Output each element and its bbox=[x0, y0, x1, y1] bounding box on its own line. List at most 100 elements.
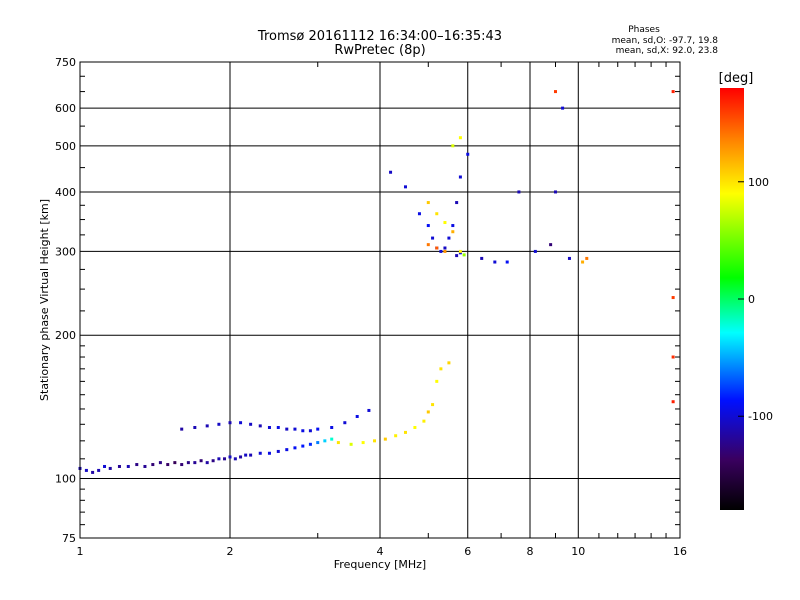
echo-point bbox=[199, 459, 203, 463]
echo-point bbox=[443, 221, 447, 225]
x-tick-label: 16 bbox=[673, 545, 687, 558]
echo-point bbox=[567, 256, 571, 260]
y-tick-label: 600 bbox=[55, 102, 76, 115]
echo-point bbox=[451, 144, 455, 148]
echo-point bbox=[143, 464, 147, 468]
echo-point bbox=[108, 466, 112, 470]
echo-point bbox=[435, 379, 439, 383]
data-points bbox=[78, 90, 675, 474]
echo-point bbox=[330, 437, 334, 441]
echo-point bbox=[97, 468, 101, 472]
echo-point bbox=[480, 256, 484, 260]
echo-point bbox=[671, 355, 675, 359]
echo-point bbox=[193, 425, 197, 429]
echo-point bbox=[505, 260, 509, 264]
stats-line-x: mean, sd,X: 92.0, 23.8 bbox=[616, 46, 719, 56]
echo-point bbox=[422, 419, 426, 423]
echo-point bbox=[308, 429, 312, 433]
echo-point bbox=[276, 425, 280, 429]
echo-point bbox=[223, 457, 227, 461]
echo-point bbox=[553, 90, 557, 94]
echo-point bbox=[343, 421, 347, 425]
echo-point bbox=[126, 464, 130, 468]
x-tick-label: 1 bbox=[77, 545, 84, 558]
stats-heading: Phases bbox=[628, 25, 660, 35]
echo-point bbox=[193, 461, 197, 465]
echo-point bbox=[413, 425, 417, 429]
echo-point bbox=[276, 449, 280, 453]
echo-point bbox=[205, 424, 209, 428]
echo-point bbox=[117, 464, 121, 468]
echo-point bbox=[458, 136, 462, 140]
echo-point bbox=[173, 461, 177, 465]
echo-point bbox=[367, 408, 371, 412]
echo-point bbox=[355, 414, 359, 418]
grid-lines bbox=[80, 62, 680, 538]
echo-point bbox=[267, 451, 271, 455]
echo-point bbox=[267, 425, 271, 429]
echo-point bbox=[186, 461, 190, 465]
stats-line-o: mean, sd,O: -97.7, 19.8 bbox=[612, 36, 719, 46]
echo-point bbox=[330, 425, 334, 429]
echo-point bbox=[517, 190, 521, 194]
echo-point bbox=[166, 463, 170, 467]
echo-point bbox=[439, 367, 443, 371]
colorbar-ticks: 100 0 -100 bbox=[738, 176, 773, 423]
echo-point bbox=[389, 170, 393, 174]
echo-point bbox=[671, 90, 675, 94]
echo-point bbox=[549, 243, 553, 247]
echo-point bbox=[336, 441, 340, 445]
echo-point bbox=[447, 361, 451, 365]
echo-point bbox=[211, 459, 215, 463]
echo-point bbox=[91, 470, 95, 474]
echo-point bbox=[426, 201, 430, 205]
echo-point bbox=[180, 427, 184, 431]
echo-point bbox=[581, 260, 585, 264]
echo-point bbox=[439, 249, 443, 253]
x-tick-label: 6 bbox=[464, 545, 471, 558]
echo-point bbox=[135, 463, 139, 467]
echo-point bbox=[316, 441, 320, 445]
y-tick-label: 200 bbox=[55, 329, 76, 342]
echo-point bbox=[417, 212, 421, 216]
echo-point bbox=[349, 442, 353, 446]
echo-point bbox=[228, 421, 232, 425]
echo-point bbox=[426, 224, 430, 228]
echo-point bbox=[151, 463, 155, 467]
echo-point bbox=[323, 439, 327, 443]
echo-point bbox=[249, 422, 253, 426]
echo-point bbox=[451, 230, 455, 234]
echo-point bbox=[293, 427, 297, 431]
echo-point bbox=[205, 461, 209, 465]
echo-point bbox=[403, 185, 407, 189]
echo-point bbox=[431, 403, 435, 407]
echo-point bbox=[285, 448, 289, 452]
echo-point bbox=[158, 461, 162, 465]
x-tick-label: 2 bbox=[227, 545, 234, 558]
echo-point bbox=[493, 260, 497, 264]
echo-point bbox=[244, 453, 248, 457]
echo-point bbox=[316, 427, 320, 431]
echo-point bbox=[435, 246, 439, 250]
echo-point bbox=[84, 468, 88, 472]
x-tick-label: 8 bbox=[527, 545, 534, 558]
echo-point bbox=[447, 236, 451, 240]
echo-point bbox=[553, 190, 557, 194]
y-axis-ticks: 750 600 500 400 300 200 100 75 bbox=[55, 56, 680, 545]
chart-title: Tromsø 20161112 16:34:00–16:35:43 bbox=[257, 29, 502, 44]
colorbar-tick-label: 100 bbox=[748, 176, 769, 189]
echo-point bbox=[671, 400, 675, 404]
echo-point bbox=[258, 424, 262, 428]
echo-point bbox=[373, 439, 377, 443]
colorbar-tick-label: -100 bbox=[748, 410, 773, 423]
echo-point bbox=[361, 441, 365, 445]
echo-point bbox=[431, 236, 435, 240]
y-tick-label: 75 bbox=[62, 532, 76, 545]
echo-point bbox=[103, 464, 107, 468]
echo-point bbox=[458, 249, 462, 253]
echo-point bbox=[239, 421, 243, 425]
echo-point bbox=[285, 427, 289, 431]
echo-point bbox=[455, 254, 459, 258]
echo-point bbox=[443, 246, 447, 250]
